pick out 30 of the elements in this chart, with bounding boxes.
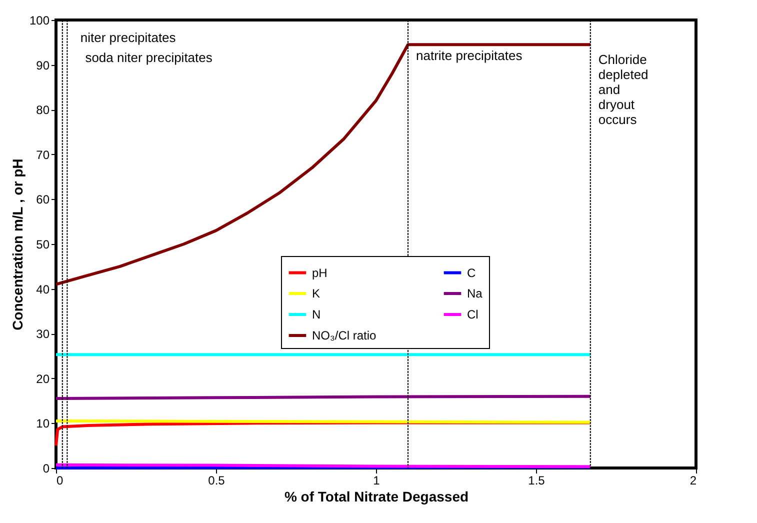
x-axis-title: % of Total Nitrate Degassed [284,488,469,504]
y-tick-label: 100 [29,14,50,28]
x-tick-label: 2 [690,474,697,488]
y-tick-label: 90 [36,58,50,72]
x-tick-label: 1.5 [528,474,546,488]
x-tick-label: 0 [56,474,64,488]
legend-label: Na [467,286,483,300]
y-tick-label: 40 [36,282,50,296]
y-tick-label: 20 [36,372,50,386]
y-tick-label: 60 [36,192,50,207]
y-tick-label: 30 [36,327,50,342]
ref-line-label: niter precipitates [80,30,176,45]
line-series [54,43,592,286]
legend-label: C [467,266,476,280]
ref-line-label: soda niter precipitates [85,50,213,65]
legend-label: N [312,308,321,322]
ref-line-label: natrite precipitates [416,48,523,63]
legend-label: K [312,286,320,300]
x-tick-label: 1 [373,474,380,488]
legend-label: Cl [467,308,478,322]
y-tick-label: 70 [36,148,50,162]
legend-label: NO₃/Cl ratio [312,328,377,342]
y-tick-label: 50 [36,238,50,252]
y-tick-label: 80 [36,103,50,118]
ref-line-label: Chloride depleted and dryout occurs [598,52,648,127]
y-tick-label: 0 [42,462,50,476]
y-tick-label: 10 [36,416,50,431]
y-axis-title: Concentration m/L , or pH [9,158,26,330]
x-tick-label: 0.5 [208,474,226,488]
legend-label: pH [312,266,328,280]
